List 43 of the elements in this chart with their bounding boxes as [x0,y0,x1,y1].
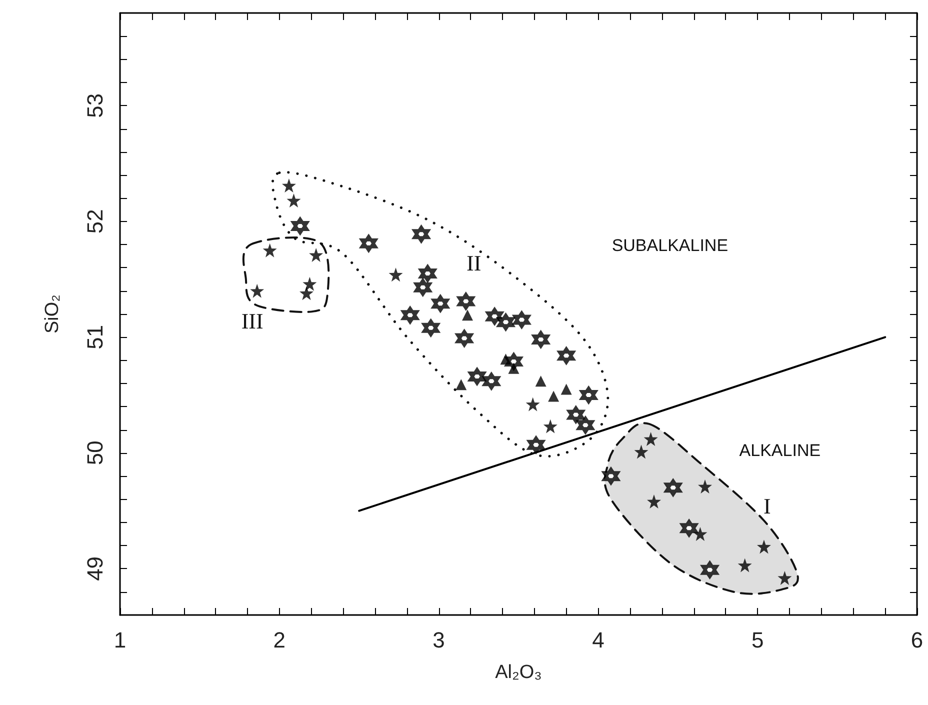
point [286,194,301,208]
annotation: SUBALKALINE [612,236,728,256]
x-tick-label: 2 [273,628,286,652]
point [462,310,473,321]
point [456,379,467,390]
x-axis-title: Al₂O₃ [495,662,542,683]
point [250,284,264,298]
point [634,444,648,459]
point [282,178,296,192]
annotation: III [241,308,264,334]
point [698,479,712,494]
y-tick-label: 50 [82,440,108,466]
x-tick-label: 1 [114,628,126,652]
point [778,570,792,585]
point [300,286,314,300]
point [526,397,540,412]
point [262,243,277,258]
point [548,390,560,402]
x-tick-label: 3 [432,628,445,652]
point [500,354,512,365]
point [646,494,661,509]
y-axis-title: SiO₂ [42,294,63,334]
point [560,384,572,395]
point [756,540,771,554]
point [535,376,546,387]
y-tick-label: 53 [82,93,108,118]
x-tick-label: 6 [910,628,924,652]
x-tick-label: 5 [751,628,764,652]
point [302,276,317,291]
point [693,526,708,541]
point [738,558,752,572]
point [543,419,558,434]
y-tick-label: 51 [82,324,108,350]
y-tick-label: 52 [82,209,108,234]
point [508,362,520,374]
point [309,248,324,262]
point [644,432,658,446]
annotation: II [466,250,482,276]
y-tick-label: 49 [82,556,108,581]
x-tick-label: 4 [592,628,604,652]
point [388,268,403,282]
annotation: I [764,494,771,519]
annotation: ALKALINE [739,441,821,460]
